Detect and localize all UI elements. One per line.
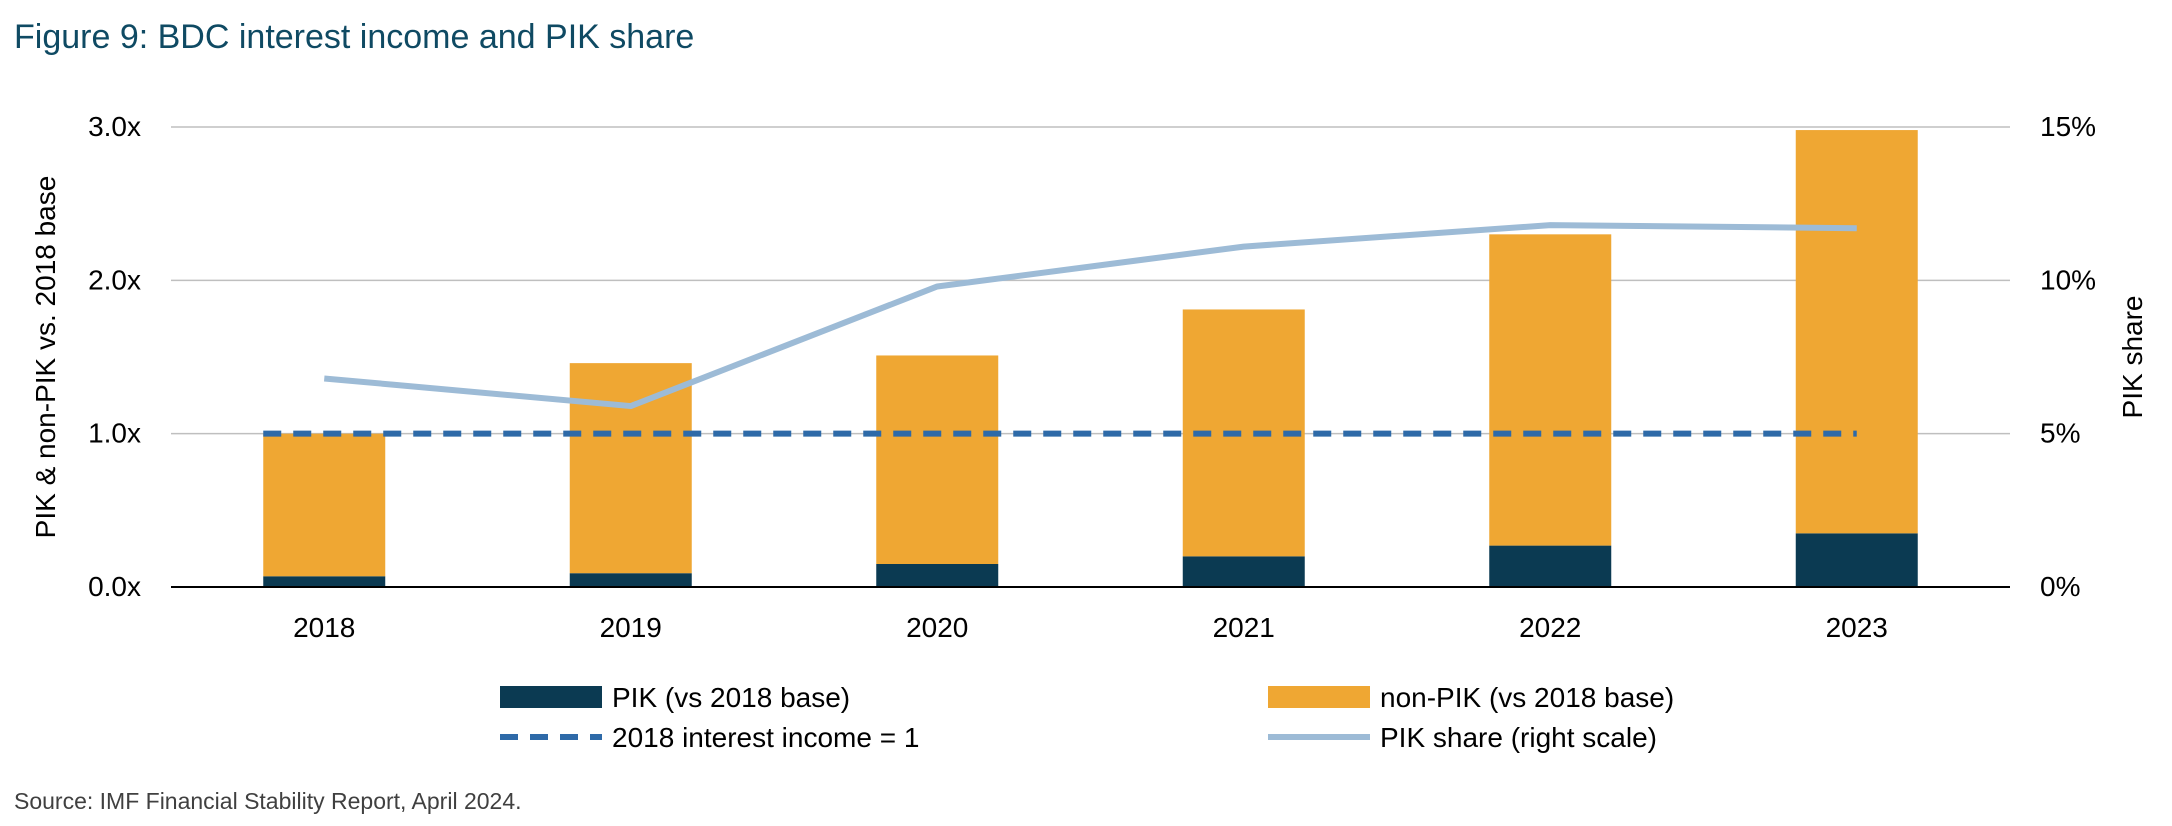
legend-item-pik: PIK (vs 2018 base) [500, 682, 850, 713]
legend-swatch [1268, 686, 1370, 708]
legend-item-non-pik: non-PIK (vs 2018 base) [1268, 682, 1674, 713]
legend-label: non-PIK (vs 2018 base) [1380, 682, 1674, 713]
pik-share-line [323, 222, 1857, 410]
bar-pik [876, 564, 999, 587]
y-right-axis-label: PIK share [2117, 296, 2148, 419]
bar-pik [263, 576, 386, 587]
legend-label: PIK share (right scale) [1380, 722, 1657, 753]
x-tick-label: 2020 [906, 612, 968, 643]
bar-pik [1795, 533, 1918, 587]
bar-pik [1489, 545, 1612, 587]
y-axis-label: PIK & non-PIK vs. 2018 base [30, 176, 61, 539]
y-right-tick-label: 10% [2040, 264, 2096, 295]
chart-title: Figure 9: BDC interest income and PIK sh… [14, 18, 695, 56]
y-right-tick-label: 15% [2040, 111, 2096, 142]
bar-non-pik [1489, 234, 1612, 546]
bar-non-pik [1795, 130, 1918, 534]
axes: 0.0x 0% 1.0x 5% 2.0x 10% 3.0x 15% 2018 2019 2020 20… [30, 111, 2148, 643]
bar-non-pik [876, 355, 999, 564]
legend: PIK (vs 2018 base) non-PIK (vs 2018 base)… [500, 682, 1674, 753]
bar-non-pik [569, 363, 692, 574]
y-right-tick-label: 0% [2040, 571, 2080, 602]
x-tick-label: 2019 [600, 612, 662, 643]
legend-label: 2018 interest income = 1 [612, 722, 919, 753]
bars [263, 130, 1918, 587]
combo-chart: 0.0x 0% 1.0x 5% 2.0x 10% 3.0x 15% 2018 2019 2020 20… [30, 111, 2148, 753]
y-tick-label: 3.0x [88, 111, 141, 142]
legend-item-baseline: 2018 interest income = 1 [500, 722, 919, 753]
lines [263, 222, 1857, 437]
legend-item-pik-share: PIK share (right scale) [1268, 722, 1657, 753]
y-tick-label: 1.0x [88, 418, 141, 449]
y-right-tick-label: 5% [2040, 418, 2080, 449]
bar-pik [569, 573, 692, 587]
source-note: Source: IMF Financial Stability Report, … [14, 788, 522, 814]
x-tick-label: 2021 [1213, 612, 1275, 643]
bar-pik [1182, 556, 1305, 587]
legend-swatch [500, 686, 602, 708]
y-tick-label: 0.0x [88, 571, 141, 602]
x-tick-label: 2022 [1519, 612, 1581, 643]
bar-non-pik [263, 433, 386, 577]
x-tick-label: 2018 [293, 612, 355, 643]
x-tick-label: 2023 [1826, 612, 1888, 643]
legend-label: PIK (vs 2018 base) [612, 682, 850, 713]
y-tick-label: 2.0x [88, 264, 141, 295]
